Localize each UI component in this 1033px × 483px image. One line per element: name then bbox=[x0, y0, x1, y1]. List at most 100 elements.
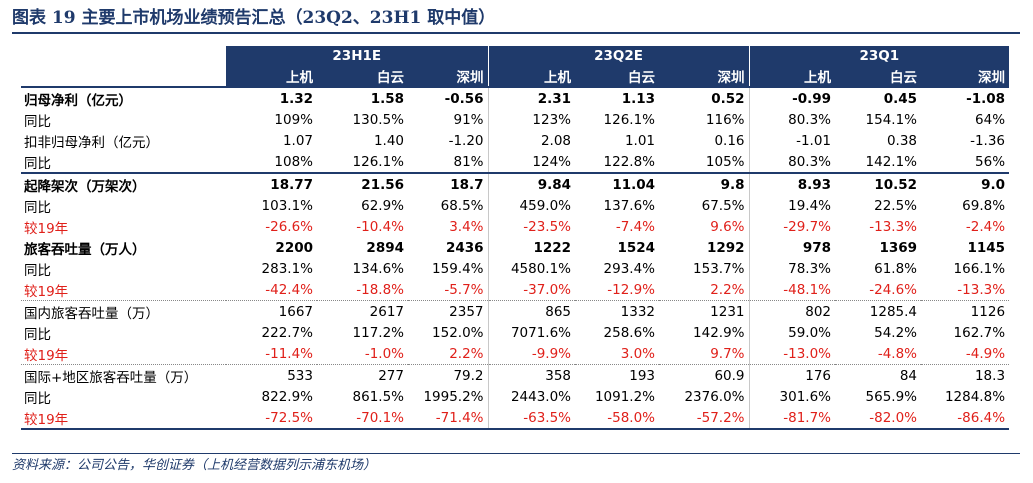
value-cell: -57.2% bbox=[659, 407, 750, 430]
value-cell: 277 bbox=[317, 364, 408, 386]
value-cell: 861.5% bbox=[352, 388, 404, 405]
row-label: 较19年 bbox=[24, 220, 69, 237]
airport-header-cell: 白云 bbox=[317, 66, 408, 87]
value-cell: 2.08 bbox=[487, 130, 576, 151]
airport-header-cell: 上机 bbox=[487, 66, 576, 87]
value-cell: 2.2% bbox=[710, 281, 745, 298]
value-cell: -42.4% bbox=[265, 281, 313, 298]
value-cell: 54.2% bbox=[874, 324, 918, 341]
value-cell: -13.0% bbox=[748, 343, 836, 365]
value-cell: 4580.1% bbox=[487, 258, 576, 279]
value-cell: 68.5% bbox=[440, 197, 484, 214]
value-cell: 152.0% bbox=[432, 324, 484, 341]
group-header-23h1e: 23H1E bbox=[226, 46, 489, 66]
value-cell: 142.1% bbox=[865, 153, 918, 170]
value-cell: 258.6% bbox=[603, 324, 656, 341]
value-cell: -1.36 bbox=[970, 132, 1006, 149]
value-cell: 134.6% bbox=[352, 260, 404, 277]
value-cell: 1.07 bbox=[282, 132, 313, 149]
table-row: 较19年 -11.4% -1.0% 2.2% -9.9% 3.0% 9.7% -13.0% -4… bbox=[21, 343, 1009, 365]
value-cell: 109% bbox=[274, 111, 313, 128]
row-label: 国际+地区旅客吞吐量（万） bbox=[21, 364, 226, 386]
source-note: 资料来源：公司公告，华创证券（上机经营数据列示浦东机场） bbox=[12, 453, 1020, 480]
airport-header-cell: 上机 bbox=[226, 66, 317, 87]
value-cell: -13.3% bbox=[869, 218, 918, 235]
airport-header-cell: 上机 bbox=[748, 66, 836, 87]
value-cell: 162.7% bbox=[953, 324, 1006, 341]
value-cell: -37.0% bbox=[487, 279, 576, 301]
value-cell: -18.8% bbox=[356, 281, 404, 298]
table-row: 同比 283.1% 134.6% 159.4% 4580.1% 293.4% 153.7% 7… bbox=[21, 258, 1009, 279]
value-cell: 154.1% bbox=[865, 111, 918, 128]
value-cell: -26.6% bbox=[265, 218, 313, 235]
row-label: 较19年 bbox=[21, 407, 226, 430]
value-cell: 10.52 bbox=[835, 172, 922, 195]
value-cell: 9.8 bbox=[659, 172, 750, 195]
value-cell: 117.2% bbox=[352, 324, 404, 341]
value-cell: -11.4% bbox=[265, 345, 313, 362]
value-cell: 1.01 bbox=[624, 132, 656, 149]
value-cell: 1222 bbox=[487, 237, 576, 258]
table-row: 起降架次（万架次） 18.77 21.56 18.7 9.84 11.04 9.8 8.93 1… bbox=[21, 172, 1010, 195]
value-cell: 0.16 bbox=[714, 132, 745, 149]
value-cell: 124% bbox=[487, 151, 576, 173]
value-cell: 62.9% bbox=[361, 197, 404, 214]
value-cell: 9.0 bbox=[921, 172, 1010, 195]
table-row: 同比 108% 126.1% 81% 124% 122.8% 105% 80.3% 142.1%… bbox=[21, 151, 1009, 173]
value-cell: -63.5% bbox=[487, 407, 576, 430]
value-cell: 1145 bbox=[967, 239, 1006, 256]
value-cell: 78.3% bbox=[748, 258, 836, 279]
value-cell: 1524 bbox=[617, 239, 656, 256]
value-cell: 59.0% bbox=[748, 322, 836, 343]
value-cell: 123% bbox=[487, 109, 576, 130]
value-cell: 3.0% bbox=[620, 345, 656, 362]
value-cell: 21.56 bbox=[317, 172, 408, 195]
value-cell: 1285.4 bbox=[835, 300, 922, 322]
value-cell: -13.3% bbox=[957, 281, 1006, 298]
airport-header-cell: 深圳 bbox=[921, 66, 1010, 87]
header-blank-cell bbox=[21, 66, 226, 87]
value-cell: 2436 bbox=[445, 239, 484, 256]
airport-header-cell: 深圳 bbox=[659, 66, 750, 87]
value-cell: 80.3% bbox=[748, 109, 836, 130]
table-row: 较19年 -72.5% -70.1% -71.4% -63.5% -58.0% -57.2%… bbox=[21, 407, 1010, 430]
value-cell: 60.9 bbox=[659, 364, 750, 386]
table-row: 扣非归母净利（亿元） 1.07 1.40 -1.20 2.08 1.01 0.16 -1.01… bbox=[21, 130, 1009, 151]
row-label: 较19年 bbox=[24, 347, 69, 364]
airport-header-cell: 白云 bbox=[835, 66, 922, 87]
value-cell: 142.9% bbox=[693, 324, 745, 341]
row-label: 较19年 bbox=[24, 283, 69, 300]
value-cell: 130.5% bbox=[352, 111, 404, 128]
value-cell: -0.99 bbox=[748, 86, 836, 109]
row-label: 同比 bbox=[24, 390, 51, 407]
value-cell: 2.31 bbox=[487, 86, 576, 109]
value-cell: 565.9% bbox=[865, 388, 918, 405]
value-cell: 91% bbox=[453, 111, 484, 128]
value-cell: -7.4% bbox=[615, 218, 656, 235]
value-cell: 822.9% bbox=[261, 388, 313, 405]
row-label: 国内旅客吞吐量（万） bbox=[21, 300, 226, 322]
row-label: 同比 bbox=[24, 155, 51, 172]
value-cell: 533 bbox=[226, 364, 317, 386]
value-cell: -1.0% bbox=[364, 345, 404, 362]
airport-performance-table: 23H1E 23Q2E 23Q1 上机 白云 深圳 上机 白云 深圳 上机 白云 深圳 归母净利… bbox=[21, 46, 1010, 430]
value-cell: 19.4% bbox=[748, 195, 836, 216]
value-cell: 84 bbox=[835, 364, 922, 386]
value-cell: 105% bbox=[705, 153, 745, 170]
table-row: 同比 222.7% 117.2% 152.0% 7071.6% 258.6% 142.9% 5… bbox=[21, 322, 1009, 343]
value-cell: 301.6% bbox=[748, 386, 836, 407]
value-cell: -72.5% bbox=[226, 407, 317, 430]
value-cell: 9.7% bbox=[710, 345, 745, 362]
value-cell: 1231 bbox=[659, 300, 750, 322]
value-cell: 18.7 bbox=[408, 172, 489, 195]
value-cell: -12.9% bbox=[607, 281, 656, 298]
value-cell: 802 bbox=[748, 300, 836, 322]
value-cell: 103.1% bbox=[261, 197, 313, 214]
table-row: 同比 103.1% 62.9% 68.5% 459.0% 137.6% 67.5% 19.4%… bbox=[21, 195, 1009, 216]
value-cell: 176 bbox=[748, 364, 836, 386]
value-cell: 69.8% bbox=[962, 197, 1006, 214]
value-cell: 8.93 bbox=[748, 172, 836, 195]
row-label: 扣非归母净利（亿元） bbox=[24, 134, 159, 151]
value-cell: 11.04 bbox=[575, 172, 660, 195]
value-cell: 222.7% bbox=[261, 324, 313, 341]
